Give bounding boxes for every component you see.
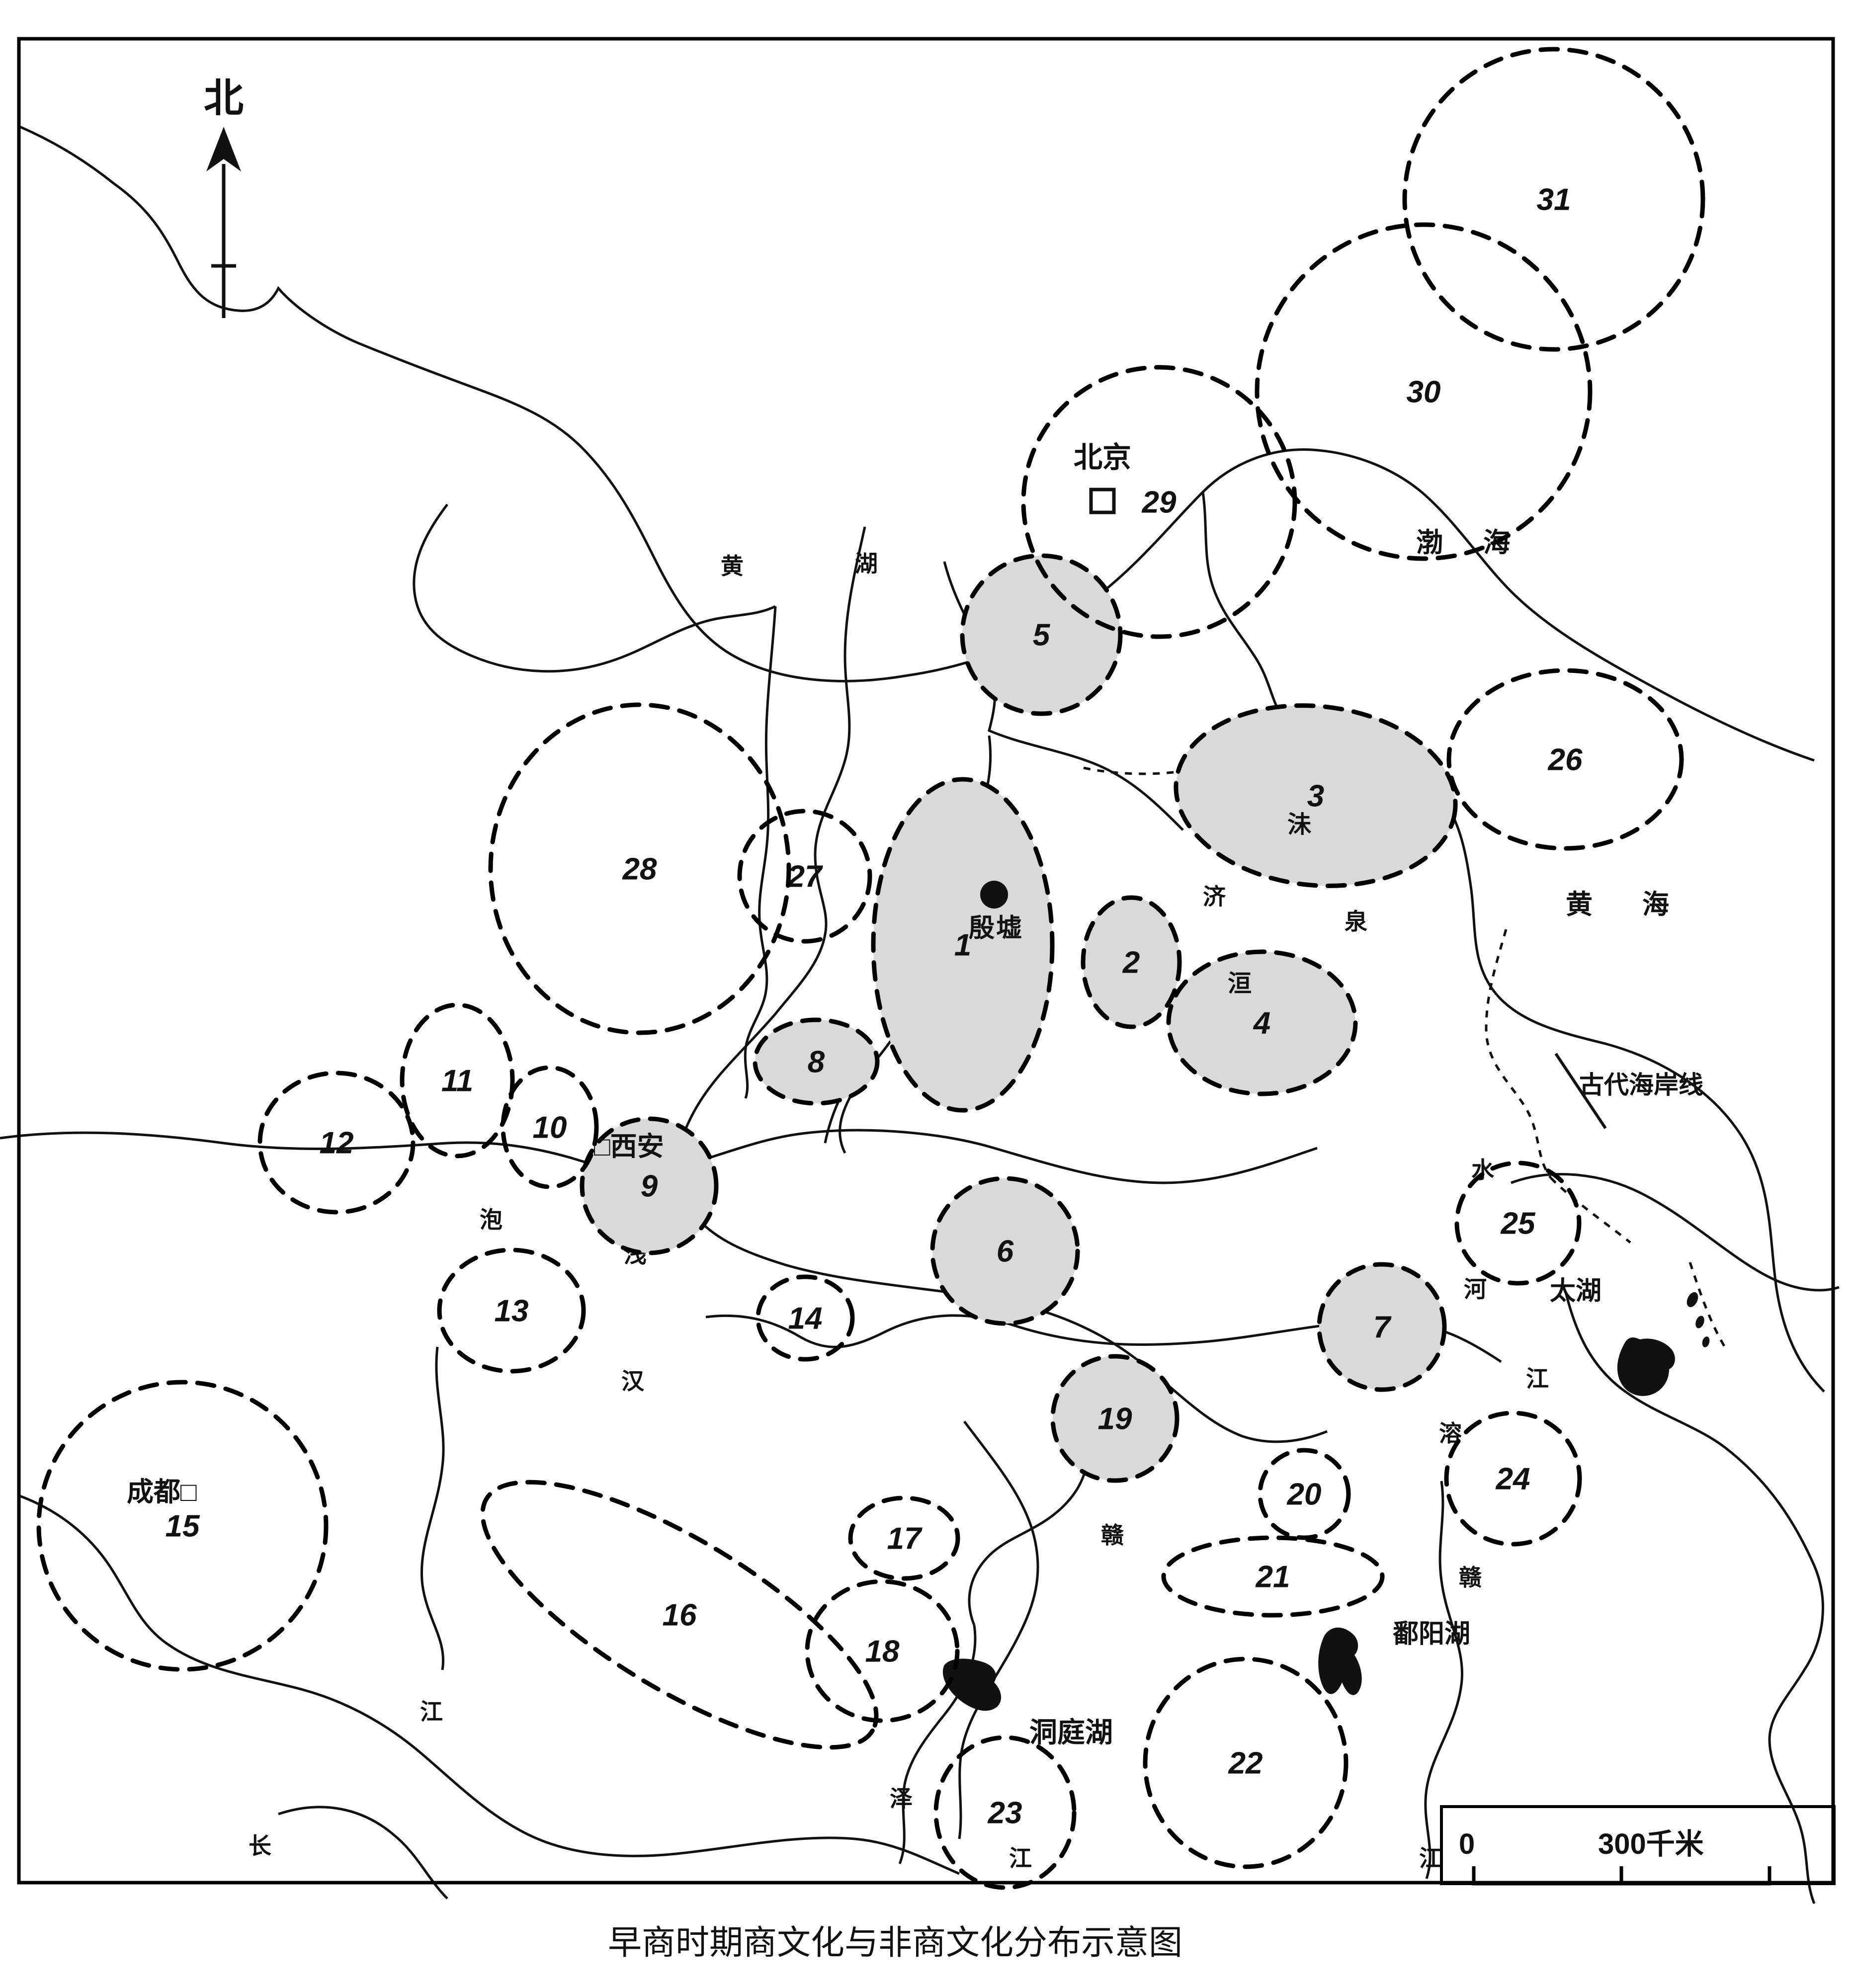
svg-text:北: 北: [204, 76, 244, 120]
svg-text:17: 17: [887, 1521, 923, 1556]
svg-text:江: 江: [1009, 1845, 1032, 1871]
svg-text:江: 江: [1526, 1366, 1549, 1392]
svg-text:墟: 墟: [996, 914, 1022, 943]
svg-text:10: 10: [533, 1110, 567, 1145]
svg-text:江: 江: [420, 1699, 443, 1725]
svg-text:泡: 泡: [480, 1207, 503, 1233]
svg-text:北京: 北京: [1074, 441, 1131, 474]
svg-text:5: 5: [1033, 618, 1051, 652]
svg-text:2: 2: [1122, 945, 1140, 980]
svg-text:4: 4: [1253, 1006, 1270, 1040]
svg-text:15: 15: [166, 1509, 200, 1543]
svg-text:成都□: 成都□: [127, 1477, 197, 1507]
svg-text:渤: 渤: [1416, 528, 1443, 558]
svg-text:赣: 赣: [1101, 1522, 1124, 1548]
svg-text:汉: 汉: [621, 1368, 645, 1394]
svg-text:古代海岸线: 古代海岸线: [1579, 1071, 1703, 1099]
svg-text:8: 8: [808, 1045, 825, 1079]
svg-text:早商时期商文化与非商文化分布示意图: 早商时期商文化与非商文化分布示意图: [608, 1924, 1182, 1962]
svg-text:7: 7: [1373, 1310, 1392, 1344]
svg-text:29: 29: [1142, 485, 1177, 519]
svg-text:24: 24: [1496, 1462, 1530, 1496]
svg-text:济: 济: [1203, 884, 1226, 910]
svg-text:23: 23: [988, 1796, 1022, 1830]
svg-text:26: 26: [1548, 743, 1583, 777]
svg-text:泽: 泽: [890, 1786, 913, 1812]
svg-text:湖: 湖: [855, 551, 878, 577]
svg-text:27: 27: [787, 859, 823, 894]
svg-text:赣: 赣: [1459, 1565, 1482, 1590]
svg-text:25: 25: [1501, 1206, 1536, 1241]
svg-text:13: 13: [495, 1294, 529, 1328]
svg-text:30: 30: [1407, 375, 1441, 409]
svg-text:16: 16: [663, 1598, 697, 1632]
svg-text:海: 海: [1642, 890, 1669, 919]
svg-text:20: 20: [1287, 1477, 1322, 1511]
svg-text:0: 0: [1459, 1828, 1475, 1860]
svg-text:鄱阳湖: 鄱阳湖: [1392, 1620, 1470, 1649]
svg-text:泉: 泉: [1345, 909, 1367, 934]
svg-text:河: 河: [1464, 1276, 1487, 1302]
svg-text:洹: 洹: [1228, 971, 1252, 997]
svg-text:300千米: 300千米: [1598, 1828, 1704, 1860]
svg-text:22: 22: [1228, 1746, 1263, 1780]
svg-text:18: 18: [865, 1634, 900, 1668]
svg-text:3: 3: [1307, 779, 1324, 813]
svg-text:31: 31: [1537, 182, 1571, 217]
svg-text:21: 21: [1256, 1560, 1290, 1594]
svg-text:殷: 殷: [969, 914, 995, 943]
svg-text:太湖: 太湖: [1550, 1277, 1601, 1306]
svg-text:长: 长: [249, 1833, 271, 1859]
svg-text:沬: 沬: [1287, 812, 1312, 838]
svg-text:□西安: □西安: [594, 1132, 664, 1161]
svg-text:19: 19: [1098, 1402, 1132, 1436]
svg-text:28: 28: [622, 852, 657, 886]
svg-text:洞庭湖: 洞庭湖: [1029, 1717, 1113, 1748]
svg-text:12: 12: [320, 1126, 354, 1160]
svg-text:黄: 黄: [721, 553, 744, 579]
svg-text:黄: 黄: [1566, 890, 1593, 919]
svg-text:6: 6: [997, 1234, 1014, 1268]
svg-text:江: 江: [1419, 1845, 1442, 1871]
svg-text:11: 11: [441, 1064, 473, 1098]
svg-text:14: 14: [788, 1301, 823, 1335]
svg-text:9: 9: [641, 1169, 658, 1203]
